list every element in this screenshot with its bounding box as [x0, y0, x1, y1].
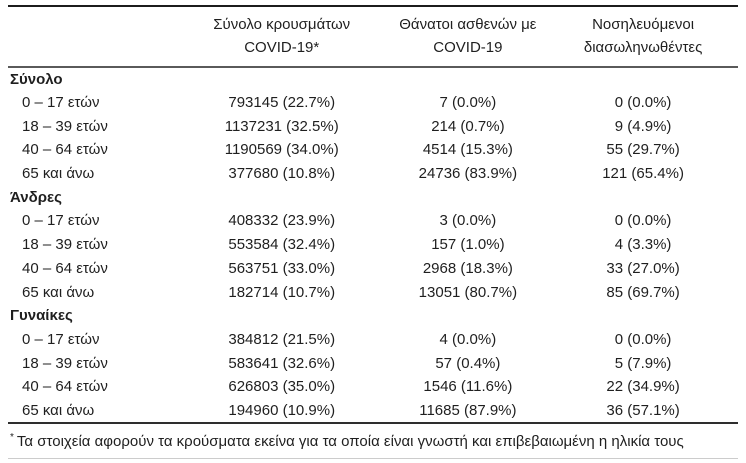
table-row: 18 – 39 ετών 553584 (32.4%) 157 (1.0%) 4… [8, 233, 738, 257]
table-row: 40 – 64 ετών 1190569 (34.0%) 4514 (15.3%… [8, 138, 738, 162]
deaths-cell: 57 (0.4%) [435, 354, 501, 372]
table-row: 0 – 17 ετών 793145 (22.7%) 7 (0.0%) 0 (0… [8, 91, 738, 115]
cases-cell: 182714 (10.7%) [228, 283, 336, 301]
cases-cell: 626803 (35.0%) [228, 378, 336, 396]
group-label: Άνδρες [10, 188, 62, 206]
age-label-cell: 40 – 64 ετών [22, 141, 108, 159]
cases-cell: 1137231 (32.5%) [224, 117, 339, 135]
header-spacer-cell [8, 6, 176, 67]
table-row: 65 και άνω 194960 (10.9%) 11685 (87.9%) … [8, 399, 738, 423]
group-row-total: Σύνολο [8, 67, 738, 91]
deaths-cell: 214 (0.7%) [431, 117, 505, 135]
intubated-cell: 55 (29.7%) [606, 141, 680, 159]
footnote: * Τα στοιχεία αφορούν τα κρούσματα εκείνα… [8, 422, 738, 460]
cases-cell: 377680 (10.8%) [228, 165, 336, 183]
intubated-cell: 9 (4.9%) [614, 117, 672, 135]
intubated-cell: 0 (0.0%) [614, 212, 672, 230]
intubated-cell: 22 (34.9%) [606, 378, 680, 396]
column-header-deaths: Θάνατοι ασθενών με COVID-19 [388, 6, 549, 67]
group-row-women: Γυναίκες [8, 304, 738, 328]
group-label: Γυναίκες [10, 307, 73, 325]
cases-cell: 408332 (23.9%) [228, 212, 336, 230]
table-row: 0 – 17 ετών 408332 (23.9%) 3 (0.0%) 0 (0… [8, 209, 738, 233]
intubated-cell: 33 (27.0%) [606, 259, 680, 277]
deaths-cell: 4 (0.0%) [439, 330, 497, 348]
table-row: 65 και άνω 377680 (10.8%) 24736 (83.9%) … [8, 162, 738, 186]
cases-cell: 1190569 (34.0%) [224, 141, 339, 159]
cases-cell: 793145 (22.7%) [228, 94, 336, 112]
table-row: 65 και άνω 182714 (10.7%) 13051 (80.7%) … [8, 280, 738, 304]
column-header-intubated: Νοσηλευόμενοι διασωληνωθέντες [548, 6, 738, 67]
deaths-cell: 24736 (83.9%) [418, 165, 518, 183]
cases-cell: 563751 (33.0%) [228, 259, 336, 277]
age-label-cell: 0 – 17 ετών [22, 212, 100, 230]
deaths-cell: 13051 (80.7%) [418, 283, 518, 301]
covid-age-report: Σύνολο κρουσμάτων COVID-19* Θάνατοι ασθε… [8, 5, 738, 460]
table-row: 40 – 64 ετών 626803 (35.0%) 1546 (11.6%)… [8, 375, 738, 399]
column-header-intubated-line1: Νοσηλευόμενοι [592, 16, 695, 33]
age-label-cell: 18 – 39 ετών [22, 117, 108, 135]
header-row: Σύνολο κρουσμάτων COVID-19* Θάνατοι ασθε… [8, 6, 738, 67]
intubated-cell: 85 (69.7%) [606, 283, 680, 301]
intubated-cell: 5 (7.9%) [614, 354, 672, 372]
table-row: 18 – 39 ετών 1137231 (32.5%) 214 (0.7%) … [8, 114, 738, 138]
deaths-cell: 157 (1.0%) [431, 236, 505, 254]
deaths-cell: 2968 (18.3%) [422, 259, 513, 277]
cases-cell: 384812 (21.5%) [228, 330, 336, 348]
deaths-cell: 11685 (87.9%) [419, 401, 517, 419]
table-row: 40 – 64 ετών 563751 (33.0%) 2968 (18.3%)… [8, 257, 738, 281]
cases-cell: 553584 (32.4%) [228, 236, 336, 254]
cases-cell: 583641 (32.6%) [228, 354, 336, 372]
column-header-cases: Σύνολο κρουσμάτων COVID-19* [176, 6, 388, 67]
age-label-cell: 0 – 17 ετών [22, 330, 100, 348]
cases-cell: 194960 (10.9%) [228, 401, 336, 419]
age-label-cell: 18 – 39 ετών [22, 236, 108, 254]
column-header-deaths-line1: Θάνατοι ασθενών με [399, 16, 537, 33]
age-label-cell: 65 και άνω [22, 283, 95, 301]
table-row: 18 – 39 ετών 583641 (32.6%) 57 (0.4%) 5 … [8, 351, 738, 375]
deaths-cell: 7 (0.0%) [439, 94, 497, 112]
column-header-deaths-line2: COVID-19 [433, 39, 503, 56]
age-label-cell: 0 – 17 ετών [22, 94, 100, 112]
age-label-cell: 65 και άνω [22, 165, 95, 183]
age-label-cell: 65 και άνω [22, 401, 95, 419]
footnote-asterisk: * [10, 432, 14, 444]
deaths-cell: 4514 (15.3%) [422, 141, 513, 159]
intubated-cell: 0 (0.0%) [614, 330, 672, 348]
intubated-cell: 4 (3.3%) [614, 236, 672, 254]
column-header-cases-line2: COVID-19* [244, 39, 320, 56]
table-header: Σύνολο κρουσμάτων COVID-19* Θάνατοι ασθε… [8, 6, 738, 67]
group-row-men: Άνδρες [8, 185, 738, 209]
footnote-text: Τα στοιχεία αφορούν τα κρούσματα εκείνα … [16, 433, 684, 451]
age-label-cell: 40 – 64 ετών [22, 259, 108, 277]
column-header-cases-line1: Σύνολο κρουσμάτων [213, 16, 351, 33]
table-body: Σύνολο 0 – 17 ετών 793145 (22.7%) 7 (0.0… [8, 67, 738, 422]
covid-age-table: Σύνολο κρουσμάτων COVID-19* Θάνατοι ασθε… [8, 5, 738, 422]
deaths-cell: 3 (0.0%) [439, 212, 497, 230]
column-header-intubated-line2: διασωληνωθέντες [583, 39, 703, 56]
age-label-cell: 40 – 64 ετών [22, 378, 108, 396]
group-label: Σύνολο [10, 70, 63, 88]
age-label-cell: 18 – 39 ετών [22, 354, 108, 372]
table-row: 0 – 17 ετών 384812 (21.5%) 4 (0.0%) 0 (0… [8, 328, 738, 352]
intubated-cell: 121 (65.4%) [602, 165, 684, 183]
deaths-cell: 1546 (11.6%) [423, 378, 513, 396]
intubated-cell: 0 (0.0%) [614, 94, 672, 112]
intubated-cell: 36 (57.1%) [606, 401, 680, 419]
